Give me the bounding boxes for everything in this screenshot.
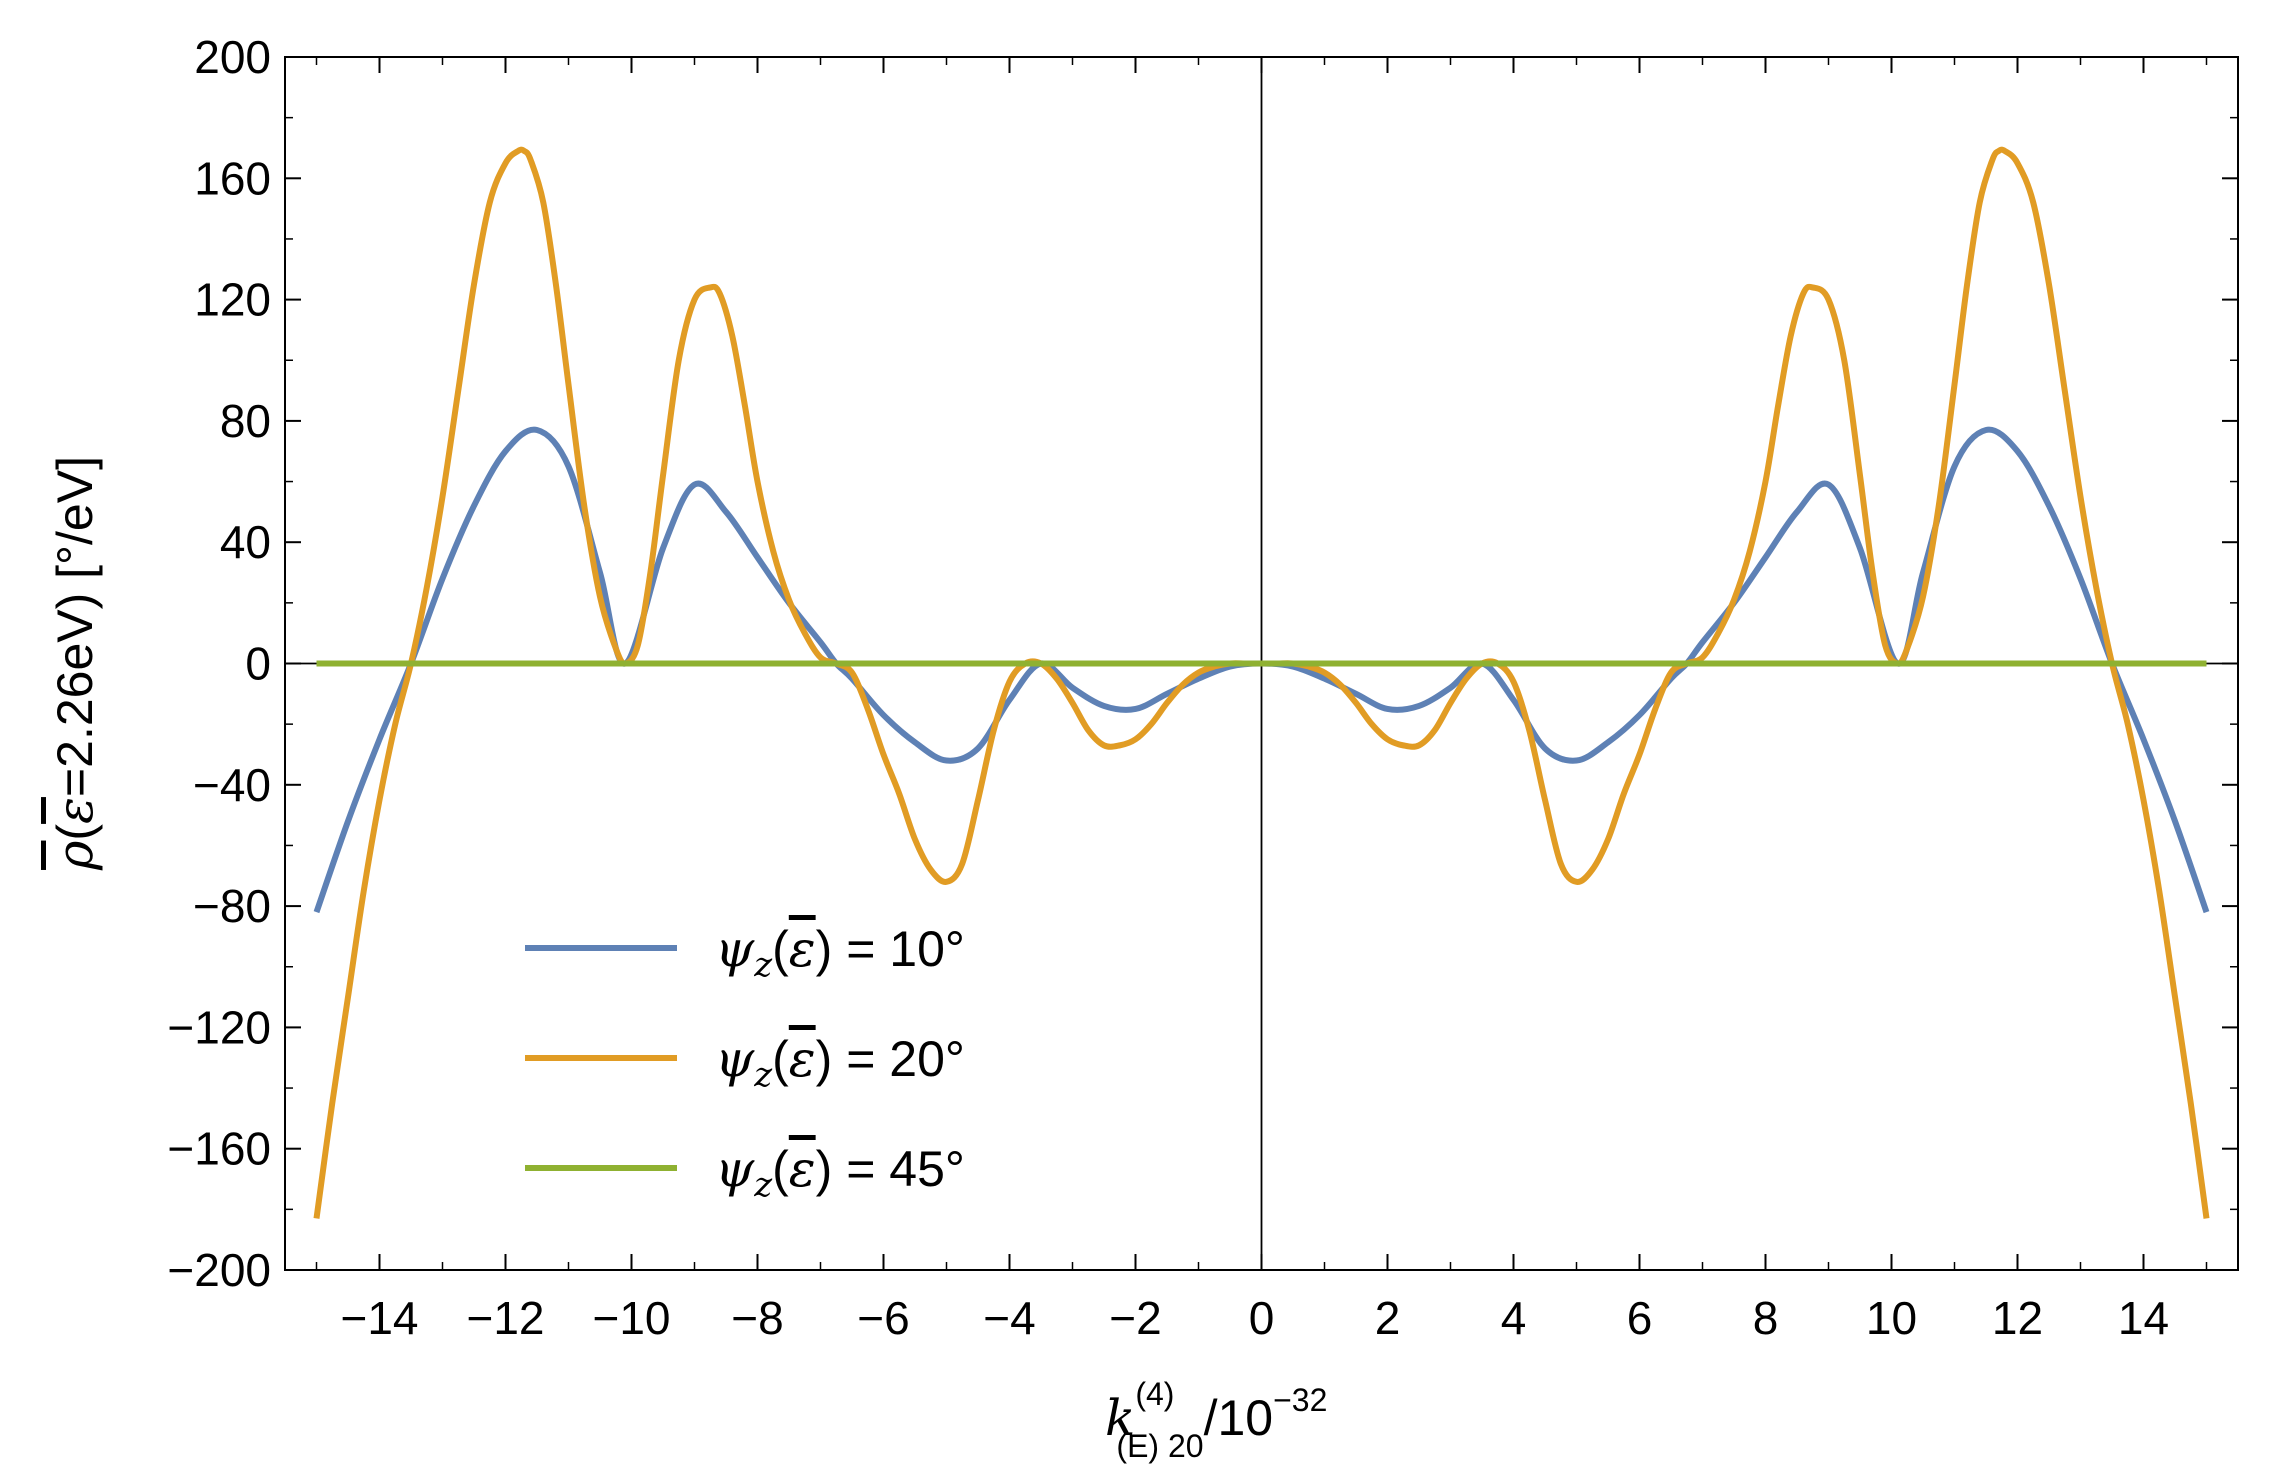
x-tick-label: −8 xyxy=(731,1292,783,1344)
y-axis: 200 160 120 80 40 0 −40 −80 −120 −160 −200 xyxy=(167,31,2238,1296)
legend-sub: z xyxy=(753,1165,773,1205)
x-tick-label: 10 xyxy=(1866,1292,1917,1344)
y-tick-label: 80 xyxy=(220,395,271,447)
y-axis-title-rest: =2.26eV) [°/eV] xyxy=(47,456,103,797)
legend-close-paren: ) xyxy=(816,921,833,977)
legend-close-paren: ) xyxy=(816,1141,833,1197)
legend-item-2: ψz(ε) = 20° xyxy=(525,1030,965,1095)
y-tick-label: 200 xyxy=(194,31,271,83)
y-tick-label: −80 xyxy=(193,880,271,932)
x-tick-label: 2 xyxy=(1375,1292,1401,1344)
x-tick-label: −12 xyxy=(466,1292,544,1344)
x-tick-label: 4 xyxy=(1501,1292,1527,1344)
legend-psi: ψ xyxy=(715,1140,755,1198)
x-tick-label: −10 xyxy=(592,1292,670,1344)
y-tick-label: 120 xyxy=(194,274,271,326)
legend-item-1: ψz(ε) = 10° xyxy=(525,920,965,985)
y-tick-label: 160 xyxy=(194,152,271,204)
legend-psi: ψ xyxy=(715,920,755,978)
y-axis-title-open: ( xyxy=(47,824,103,841)
y-tick-label: 40 xyxy=(220,516,271,568)
y-tick-label: 0 xyxy=(245,638,271,690)
y-axis-title: ρ(ε=2.26eV) [°/eV] xyxy=(46,456,104,871)
svg-text:ρ(ε=2.26eV) [°/eV]: ρ(ε=2.26eV) [°/eV] xyxy=(46,456,104,871)
x-tick-label: 8 xyxy=(1753,1292,1779,1344)
y-axis-title-rho: ρ xyxy=(46,840,104,871)
legend-value: = 10° xyxy=(832,921,965,977)
x-axis: −14 −12 −10 −8 −6 −4 −2 0 2 4 6 8 10 12 14 xyxy=(315,57,2208,1344)
y-tick-label: −40 xyxy=(193,759,271,811)
legend-open-paren: ( xyxy=(772,1031,789,1087)
y-tick-label: −160 xyxy=(167,1123,271,1175)
legend-sub: z xyxy=(753,1055,773,1095)
x-tick-label: −4 xyxy=(983,1292,1035,1344)
legend-open-paren: ( xyxy=(772,921,789,977)
y-axis-title-eps: ε xyxy=(46,797,104,824)
legend-eps: ε xyxy=(789,1140,816,1198)
x-axis-title-base: k xyxy=(1105,1389,1135,1447)
legend-label: ψz(ε) = 20° xyxy=(715,1030,965,1095)
legend-psi: ψ xyxy=(715,1030,755,1088)
legend-sub: z xyxy=(753,945,773,985)
x-axis-title-tail: /10 xyxy=(1204,1390,1274,1446)
x-tick-label: −14 xyxy=(340,1292,418,1344)
x-axis-title-sup: (4) xyxy=(1135,1376,1174,1412)
legend-item-3: ψz(ε) = 45° xyxy=(525,1140,965,1205)
legend-label: ψz(ε) = 45° xyxy=(715,1140,965,1205)
x-tick-label: 14 xyxy=(2118,1292,2169,1344)
y-tick-label: −120 xyxy=(167,1001,271,1053)
legend-label: ψz(ε) = 10° xyxy=(715,920,965,985)
x-axis-title-tail-sup: −32 xyxy=(1273,1382,1327,1418)
x-axis-title-sub: (E) 20 xyxy=(1116,1428,1203,1464)
legend: ψz(ε) = 10°ψz(ε) = 20°ψz(ε) = 45° xyxy=(525,920,965,1205)
legend-eps: ε xyxy=(789,1030,816,1088)
series-layer xyxy=(313,146,2210,1219)
legend-value: = 45° xyxy=(832,1141,965,1197)
x-tick-label: 0 xyxy=(1249,1292,1275,1344)
legend-eps: ε xyxy=(789,920,816,978)
legend-open-paren: ( xyxy=(772,1141,789,1197)
x-tick-label: −6 xyxy=(857,1292,909,1344)
y-tick-label: −200 xyxy=(167,1244,271,1296)
x-tick-label: 12 xyxy=(1992,1292,2043,1344)
x-tick-label: −2 xyxy=(1109,1292,1161,1344)
x-tick-label: 6 xyxy=(1627,1292,1653,1344)
x-axis-title: k(4) (E) 20/10−32 xyxy=(1105,1376,1327,1464)
legend-close-paren: ) xyxy=(816,1031,833,1087)
legend-value: = 20° xyxy=(832,1031,965,1087)
